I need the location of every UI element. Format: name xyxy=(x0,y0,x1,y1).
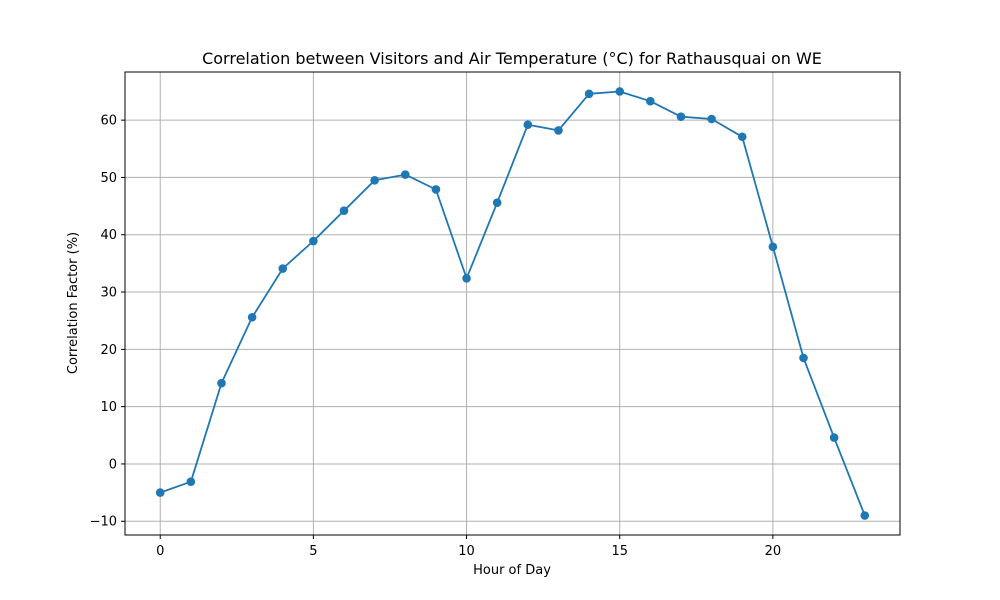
data-point xyxy=(523,120,533,130)
data-point xyxy=(217,378,226,388)
plot-area xyxy=(155,87,870,520)
data-point xyxy=(676,112,686,121)
data-point xyxy=(400,170,410,179)
x-tick-label: 0 xyxy=(156,544,164,559)
data-point xyxy=(462,273,471,283)
data-point xyxy=(829,433,839,442)
y-tick-label: 50 xyxy=(100,171,117,186)
data-point xyxy=(492,198,502,207)
data-point xyxy=(278,264,288,273)
data-point xyxy=(339,206,349,215)
y-axis: −10 0 10 20 30 40 50 60 xyxy=(90,114,125,530)
data-point xyxy=(860,511,870,520)
x-axis-label: Hour of Day xyxy=(473,563,551,578)
chart-title: Correlation between Visitors and Air Tem… xyxy=(202,49,822,68)
data-point xyxy=(431,185,441,194)
x-tick-label: 10 xyxy=(458,544,475,559)
data-point xyxy=(768,242,778,252)
y-tick-label: 10 xyxy=(100,400,117,415)
data-point xyxy=(707,114,716,124)
y-tick-label: 20 xyxy=(100,343,117,358)
x-tick-label: 20 xyxy=(765,544,782,559)
data-point xyxy=(247,312,257,322)
axes-frame xyxy=(124,71,901,536)
y-tick-label: 40 xyxy=(100,228,117,243)
data-point xyxy=(370,176,379,185)
y-tick-label: 30 xyxy=(100,286,117,301)
data-point xyxy=(186,477,196,487)
y-tick-label: 0 xyxy=(109,457,117,472)
y-axis-label: Correlation Factor (%) xyxy=(66,232,81,374)
data-point xyxy=(646,96,655,106)
data-point xyxy=(155,488,165,497)
data-point xyxy=(309,236,318,246)
data-point xyxy=(584,89,594,99)
data-point xyxy=(615,87,625,96)
data-point xyxy=(737,132,747,142)
data-point xyxy=(799,353,808,363)
series-line xyxy=(159,90,866,516)
data-point xyxy=(554,126,563,135)
y-tick-label: −10 xyxy=(90,515,117,530)
x-axis: 0 5 10 15 20 xyxy=(156,535,781,559)
grid xyxy=(125,72,900,535)
y-tick-label: 60 xyxy=(100,114,117,129)
x-tick-label: 5 xyxy=(309,544,317,559)
x-tick-label: 15 xyxy=(611,544,628,559)
